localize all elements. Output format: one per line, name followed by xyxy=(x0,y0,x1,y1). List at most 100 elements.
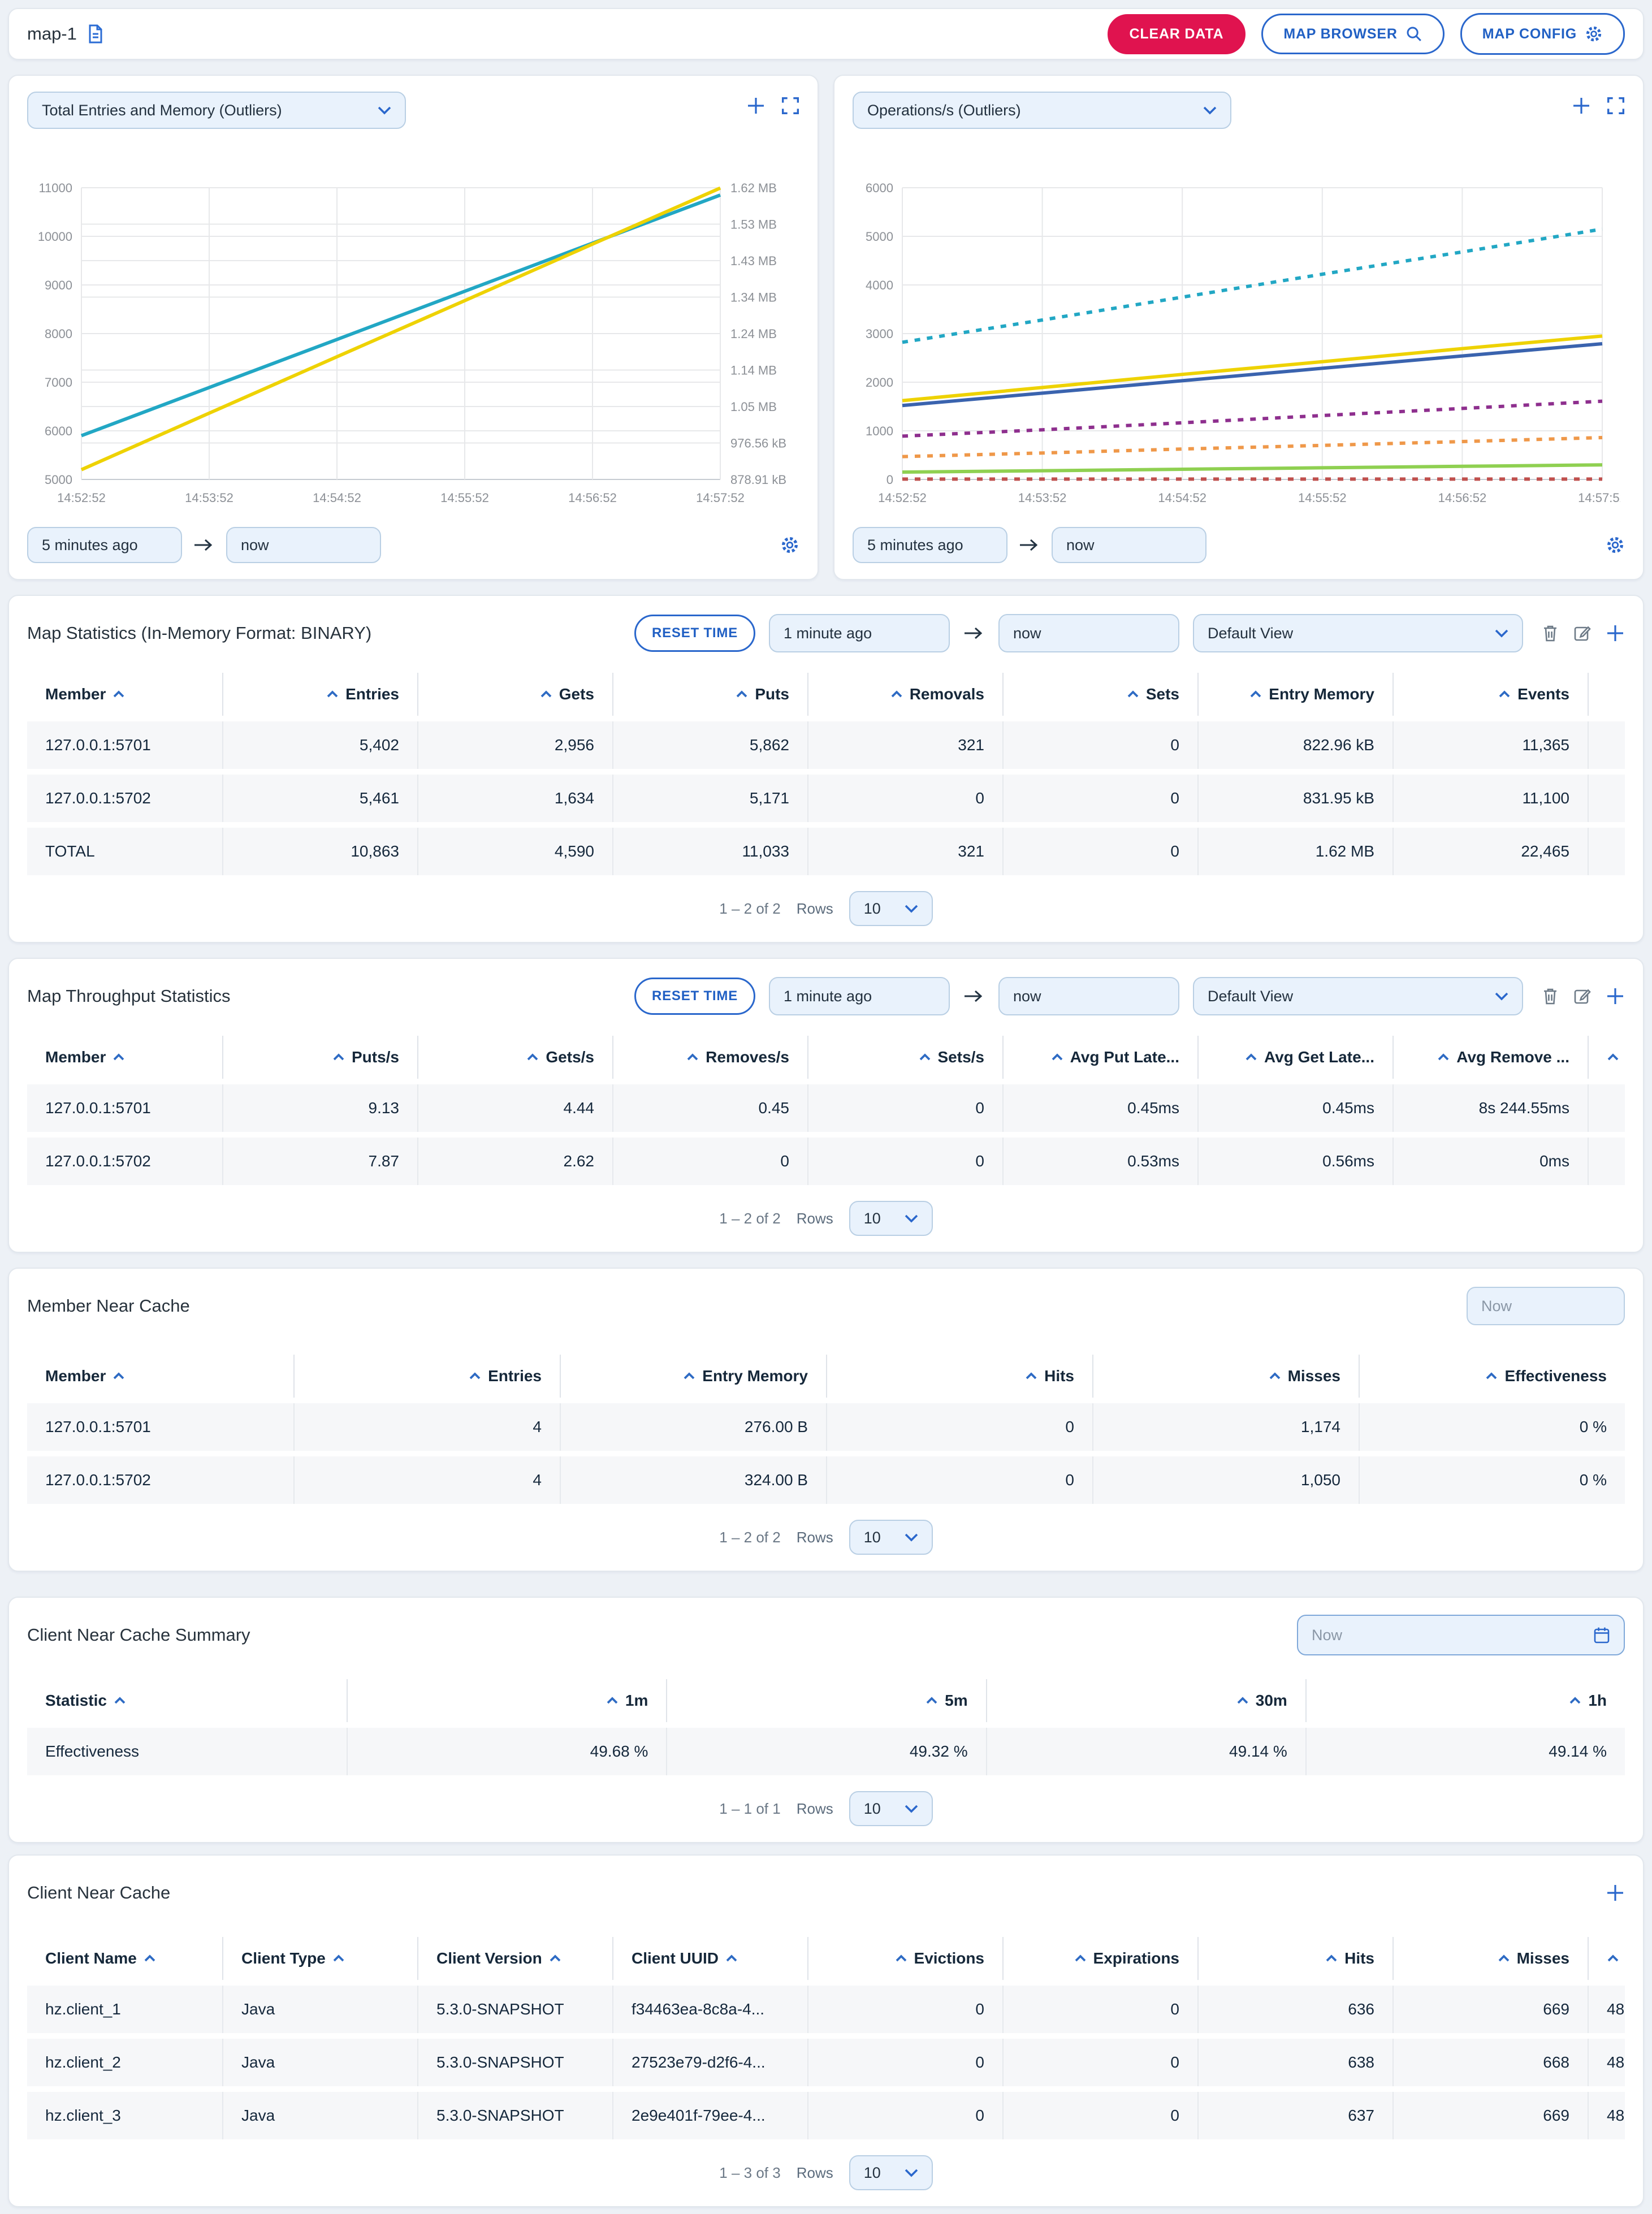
page-size-select[interactable]: 10 xyxy=(849,891,933,926)
table-cell: 127.0.0.1:5701 xyxy=(27,1084,222,1132)
edit-view-icon[interactable] xyxy=(1573,624,1592,643)
page-size-select[interactable]: 10 xyxy=(849,1201,933,1236)
page-size-select[interactable]: 10 xyxy=(849,1520,933,1555)
table-row[interactable]: hz.client_1 Java 5.3.0-SNAPSHOT f34463ea-8c… xyxy=(27,1986,1625,2033)
column-header[interactable]: Puts xyxy=(612,673,807,716)
table-row[interactable]: Effectiveness 49.68 % 49.32 % 49.14 % 49.14 … xyxy=(27,1728,1625,1775)
svg-text:14:53:52: 14:53:52 xyxy=(1018,491,1067,505)
table-cell: 49.14 % xyxy=(985,1728,1305,1775)
pagination: 1 – 3 of 3 Rows 10 xyxy=(27,2155,1625,2190)
column-header[interactable]: Member xyxy=(27,673,222,716)
column-header[interactable]: Avg Get Late... xyxy=(1197,1036,1392,1079)
table-row[interactable]: hz.client_3 Java 5.3.0-SNAPSHOT 2e9e401f-79… xyxy=(27,2092,1625,2139)
column-header[interactable]: Entries xyxy=(222,673,417,716)
chart-metric-select[interactable]: Total Entries and Memory (Outliers) xyxy=(27,92,406,129)
column-header[interactable]: Sets/s xyxy=(807,1036,1002,1079)
time-now-input[interactable]: Now xyxy=(1467,1287,1625,1325)
delete-view-icon[interactable] xyxy=(1541,624,1559,643)
table-row[interactable]: 127.0.0.1:5702 7.87 2.62 0 0 0.53ms 0.56ms 0ms xyxy=(27,1138,1625,1185)
entries-memory-chart[interactable]: 11000 10000 9000 8000 7000 6000 5000 1.62 MB 1.5… xyxy=(27,181,799,516)
table-row[interactable]: 127.0.0.1:5702 5,461 1,634 5,171 0 0 831.95 kB… xyxy=(27,775,1625,822)
chart-settings-gear-icon[interactable] xyxy=(1606,535,1625,555)
time-to-input[interactable]: now xyxy=(998,977,1179,1015)
time-from-input[interactable]: 1 minute ago xyxy=(769,977,950,1015)
add-view-icon[interactable] xyxy=(1606,624,1625,643)
column-header[interactable]: Gets xyxy=(417,673,612,716)
rows-label: Rows xyxy=(796,1528,833,1546)
column-header[interactable]: Expirations xyxy=(1002,1937,1197,1980)
column-header[interactable]: Client UUID xyxy=(612,1937,807,1980)
column-header[interactable]: Entry Memory xyxy=(1197,673,1392,716)
table-row[interactable]: hz.client_2 Java 5.3.0-SNAPSHOT 27523e79-d2… xyxy=(27,2039,1625,2086)
column-header[interactable]: Hits xyxy=(1197,1937,1392,1980)
chart-time-to-input[interactable]: now xyxy=(226,527,381,563)
column-header[interactable]: Hits xyxy=(826,1355,1092,1398)
column-header[interactable]: Member xyxy=(27,1036,222,1079)
column-header[interactable]: 5m xyxy=(666,1679,985,1722)
map-config-button[interactable]: MAP CONFIG xyxy=(1460,13,1625,55)
column-header[interactable]: 30m xyxy=(985,1679,1305,1722)
map-browser-button[interactable]: MAP BROWSER xyxy=(1261,14,1445,54)
add-icon[interactable] xyxy=(1606,1883,1625,1902)
chart-time-from-input[interactable]: 5 minutes ago xyxy=(27,527,182,563)
column-header[interactable] xyxy=(1588,1937,1625,1980)
column-header[interactable]: Avg Remove ... xyxy=(1392,1036,1588,1079)
column-header[interactable]: Misses xyxy=(1392,1937,1588,1980)
column-header[interactable]: Client Type xyxy=(222,1937,417,1980)
page-size-select[interactable]: 10 xyxy=(849,1791,933,1826)
client-near-cache-summary-panel: Client Near Cache Summary Now Statistic 1… xyxy=(8,1597,1644,1843)
column-header[interactable]: Effectiveness xyxy=(1359,1355,1625,1398)
add-view-icon[interactable] xyxy=(1606,987,1625,1006)
column-header[interactable]: Statistic xyxy=(27,1679,347,1722)
document-icon[interactable] xyxy=(86,24,105,44)
chart-metric-select[interactable]: Operations/s (Outliers) xyxy=(853,92,1231,129)
clear-data-button[interactable]: CLEAR DATA xyxy=(1107,14,1246,54)
add-chart-icon[interactable] xyxy=(1572,96,1591,115)
column-header[interactable]: Misses xyxy=(1092,1355,1359,1398)
column-header[interactable]: Sets xyxy=(1002,673,1197,716)
column-header[interactable]: 1m xyxy=(347,1679,666,1722)
column-header[interactable]: Removals xyxy=(807,673,1002,716)
table-row[interactable]: 127.0.0.1:5702 4 324.00 B 0 1,050 0 % xyxy=(27,1456,1625,1504)
column-header[interactable]: Evictions xyxy=(807,1937,1002,1980)
page-size-select[interactable]: 10 xyxy=(849,2155,933,2190)
reset-time-button[interactable]: RESET TIME xyxy=(634,615,755,652)
view-select[interactable]: Default View xyxy=(1193,977,1523,1015)
column-header[interactable]: Puts/s xyxy=(222,1036,417,1079)
column-header[interactable]: Entries xyxy=(293,1355,560,1398)
fullscreen-icon[interactable] xyxy=(781,97,799,115)
column-header[interactable]: Events xyxy=(1392,673,1588,716)
section-title: Member Near Cache xyxy=(27,1296,190,1316)
delete-view-icon[interactable] xyxy=(1541,987,1559,1006)
view-select[interactable]: Default View xyxy=(1193,614,1523,652)
column-header[interactable]: Removes/s xyxy=(612,1036,807,1079)
sort-asc-icon xyxy=(333,1053,344,1061)
chart-settings-gear-icon[interactable] xyxy=(780,535,799,555)
time-from-input[interactable]: 1 minute ago xyxy=(769,614,950,652)
column-header[interactable]: 1h xyxy=(1305,1679,1625,1722)
edit-view-icon[interactable] xyxy=(1573,987,1592,1006)
chart-time-from-input[interactable]: 5 minutes ago xyxy=(853,527,1007,563)
column-header[interactable]: Entry Memory xyxy=(560,1355,826,1398)
time-now-input[interactable]: Now xyxy=(1297,1615,1625,1655)
column-header[interactable]: Avg Put Late... xyxy=(1002,1036,1197,1079)
column-header[interactable]: Gets/s xyxy=(417,1036,612,1079)
table-row[interactable]: TOTAL 10,863 4,590 11,033 321 0 1.62 MB 22,465 xyxy=(27,828,1625,875)
table-row[interactable]: 127.0.0.1:5701 4 276.00 B 0 1,174 0 % xyxy=(27,1403,1625,1451)
reset-time-button[interactable]: RESET TIME xyxy=(634,978,755,1015)
column-header[interactable]: Client Name xyxy=(27,1937,222,1980)
column-header[interactable]: Member xyxy=(27,1355,293,1398)
table-row[interactable]: 127.0.0.1:5701 9.13 4.44 0.45 0 0.45ms 0.45ms 8… xyxy=(27,1084,1625,1132)
sort-asc-icon xyxy=(736,690,747,698)
time-to-input[interactable]: now xyxy=(998,614,1179,652)
fullscreen-icon[interactable] xyxy=(1607,97,1625,115)
operations-chart-panel: Operations/s (Outliers) 6000 5000 4000 3000… xyxy=(833,75,1644,580)
table-cell: 0 xyxy=(1002,2039,1197,2086)
add-chart-icon[interactable] xyxy=(746,96,766,115)
table-row[interactable]: 127.0.0.1:5701 5,402 2,956 5,862 321 0 822.96 … xyxy=(27,721,1625,769)
table-header-row: Member Puts/s Gets/s Removes/s Sets/s Avg Put… xyxy=(27,1036,1625,1079)
column-header[interactable] xyxy=(1588,1036,1625,1079)
column-header[interactable]: Client Version xyxy=(417,1937,612,1980)
chart-time-to-input[interactable]: now xyxy=(1052,527,1206,563)
operations-chart[interactable]: 6000 5000 4000 3000 2000 1000 0 14:52:52 14:53:5… xyxy=(853,181,1627,516)
